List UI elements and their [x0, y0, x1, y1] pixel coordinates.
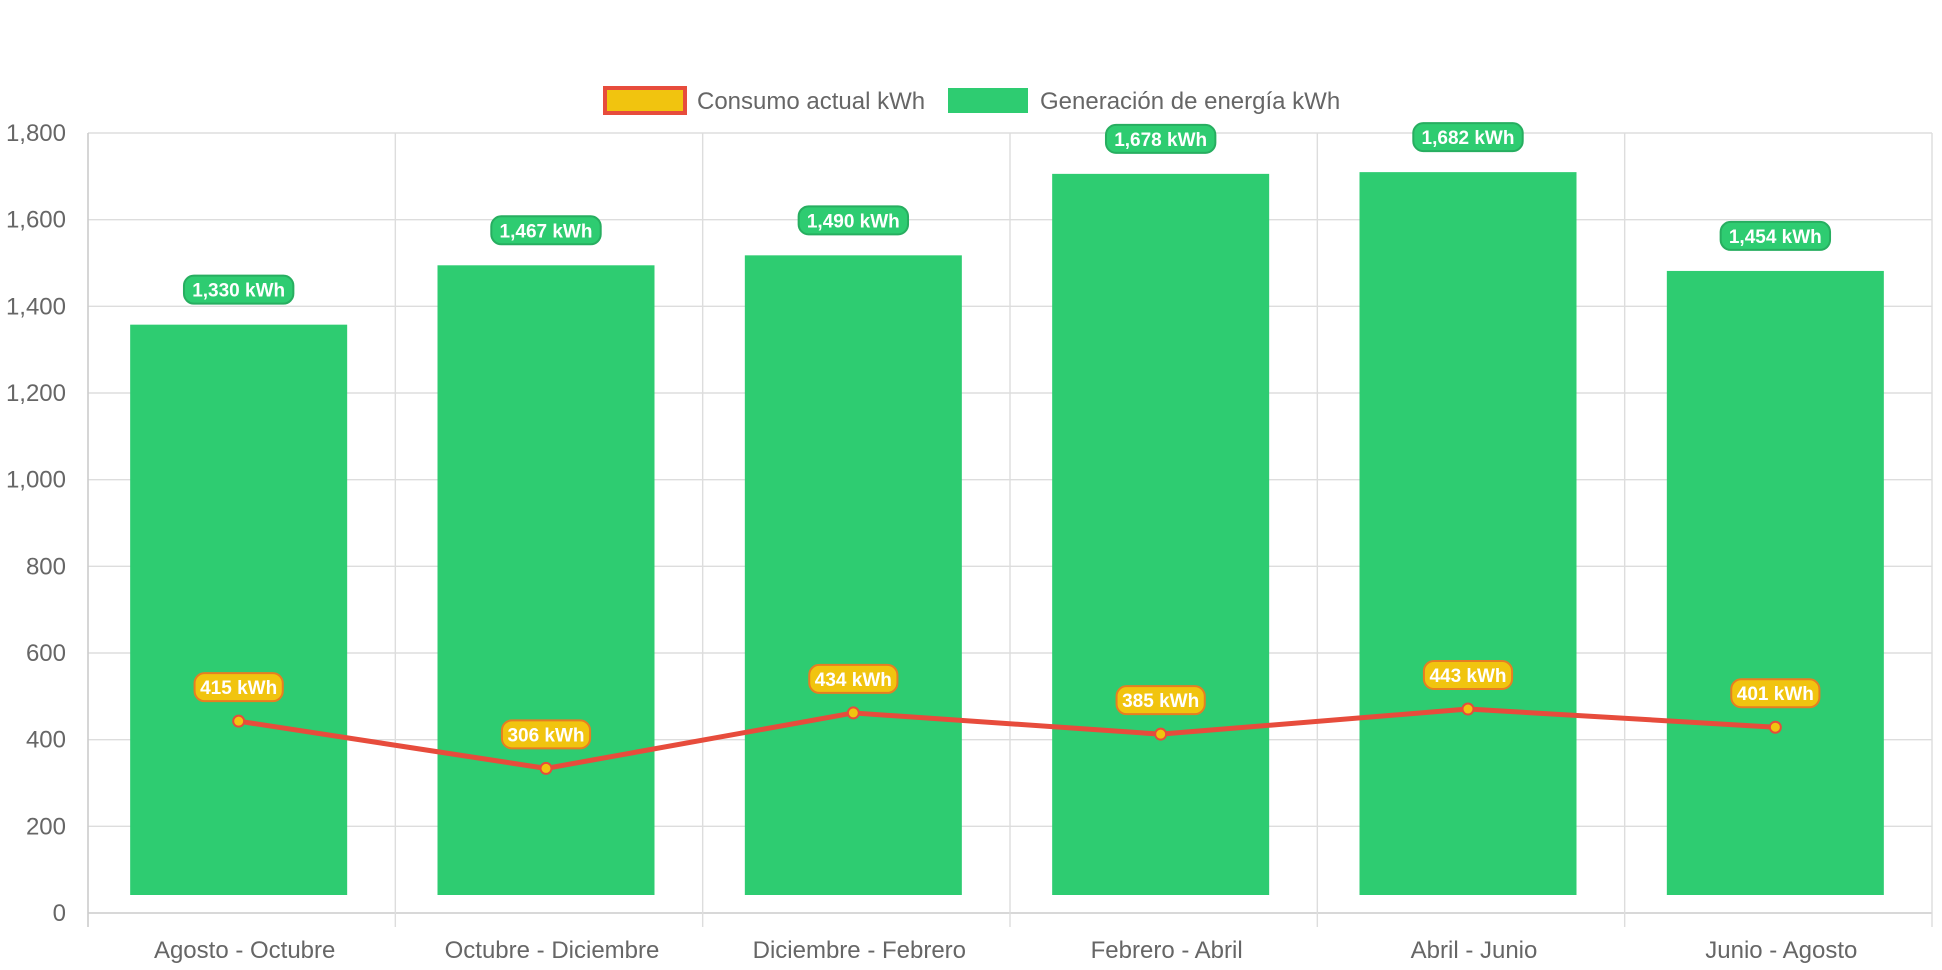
bar-data-label-bg — [1412, 122, 1524, 153]
bar-data-label-text: 1,454 kWh — [1729, 227, 1822, 248]
line-point — [1461, 702, 1475, 716]
y-tick-label: 1,400 — [6, 293, 66, 320]
bar-data-label-text: 1,467 kWh — [500, 221, 593, 242]
bar-series — [130, 172, 1884, 896]
line-data-label: 385 kWh — [1115, 685, 1206, 716]
y-tick-label: 1,800 — [6, 120, 66, 147]
line-point — [539, 761, 553, 775]
x-tick-label: Abril - Junio — [1411, 937, 1538, 964]
line-data-label-text: 415 kWh — [200, 678, 277, 699]
legend-swatch-consumo — [603, 86, 687, 115]
line-data-label: 306 kWh — [500, 719, 592, 750]
bar-data-label: 1,330 kWh — [182, 274, 295, 305]
line-data-label-text: 443 kWh — [1429, 666, 1506, 687]
y-tick-label: 1,200 — [6, 380, 66, 407]
x-tick-label: Octubre - Diciembre — [445, 937, 660, 964]
chart-legend: Consumo actual kWh Generación de energía … — [603, 86, 1340, 115]
x-tick-label: Junio - Agosto — [1705, 937, 1857, 964]
bar-data-label-bg — [182, 274, 295, 305]
line-data-label-bg — [1422, 660, 1514, 691]
line-data-label: 415 kWh — [193, 672, 284, 703]
y-tick-label: 800 — [26, 553, 66, 580]
bar-data-label-bg — [1719, 220, 1832, 251]
line-data-label: 401 kWh — [1730, 678, 1821, 709]
x-tick-label: Febrero - Abril — [1091, 937, 1243, 964]
bar-data-label-text: 1,330 kWh — [192, 281, 285, 302]
y-tick-label: 200 — [26, 813, 66, 840]
y-tick-label: 600 — [26, 640, 66, 667]
bar-data-label-text: 1,678 kWh — [1114, 130, 1207, 151]
bar — [130, 324, 348, 896]
bar-data-label-bg — [490, 215, 602, 246]
bar — [1359, 172, 1577, 896]
chart-grid — [87, 132, 1933, 927]
y-tick-label: 0 — [53, 900, 66, 927]
bar-data-label: 1,678 kWh — [1104, 123, 1217, 154]
line-data-label-text: 434 kWh — [815, 670, 892, 691]
bar-data-label: 1,467 kWh — [490, 215, 602, 246]
x-tick-label: Diciembre - Febrero — [753, 937, 966, 964]
line-data-label-bg — [193, 672, 284, 703]
line-point — [232, 714, 246, 728]
bar — [744, 255, 962, 896]
line-series — [232, 702, 1782, 775]
bar-data-label-bg — [797, 205, 910, 236]
line-data-label-bg — [1730, 678, 1821, 709]
line-point — [846, 706, 860, 720]
bar-data-label: 1,490 kWh — [797, 205, 910, 236]
line-data-label-bg — [1115, 685, 1206, 716]
bar — [1052, 173, 1270, 895]
legend-label-generacion: Generación de energía kWh — [1040, 88, 1340, 115]
consumption-line — [238, 706, 1776, 771]
line-data-label-text: 306 kWh — [507, 725, 584, 746]
x-axis: Agosto - Octubre Octubre - Diciembre Dicie… — [154, 937, 1857, 964]
y-tick-label: 400 — [26, 727, 66, 754]
line-point — [1768, 720, 1782, 734]
bar-data-label: 1,454 kWh — [1719, 220, 1832, 251]
legend-label-consumo: Consumo actual kWh — [697, 88, 925, 115]
line-data-label: 434 kWh — [808, 663, 899, 694]
y-axis: 0 200 400 600 800 1,000 1,200 1,400 1,600 1,800 — [6, 120, 66, 927]
data-labels: 1,330 kWh 1,467 kWh 1,490 kWh 1,678 kWh 1,68… — [182, 122, 1832, 750]
bar-data-label: 1,682 kWh — [1412, 122, 1524, 153]
bar — [437, 265, 655, 895]
x-tick-label: Agosto - Octubre — [154, 937, 335, 964]
bar-data-label-bg — [1104, 123, 1217, 154]
legend-swatch-generacion — [948, 88, 1028, 113]
bar-data-label-text: 1,490 kWh — [807, 211, 900, 232]
bar — [1666, 270, 1884, 895]
line-point — [1154, 727, 1168, 741]
line-data-label-text: 385 kWh — [1122, 691, 1199, 712]
bar-data-label-text: 1,682 kWh — [1422, 128, 1515, 149]
line-data-label-bg — [808, 663, 899, 694]
line-data-label-text: 401 kWh — [1737, 684, 1814, 705]
line-data-label-bg — [500, 719, 592, 750]
line-data-label: 443 kWh — [1422, 660, 1514, 691]
y-tick-label: 1,000 — [6, 467, 66, 494]
y-tick-label: 1,600 — [6, 207, 66, 234]
